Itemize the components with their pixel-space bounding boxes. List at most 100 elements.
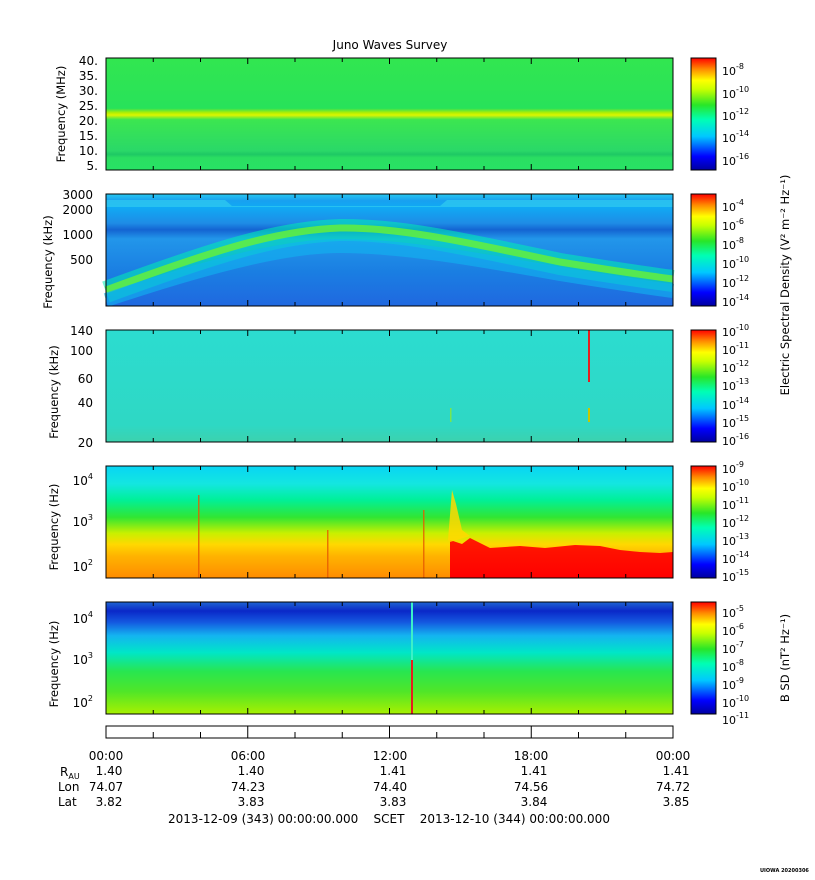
panel-5-ytick-label: 104 — [73, 610, 93, 626]
panel-3-spectrogram — [106, 330, 673, 442]
colorbar-tick: 10-10 — [722, 694, 749, 710]
ephemeris-value: 74.07 — [89, 780, 123, 794]
panel-1-ytick-label: 25. — [79, 99, 98, 113]
panel-5-ytick-label: 103 — [73, 651, 93, 667]
panel-4-colorbar: 10-9 10-10 10-11 10-12 10-13 10-14 10-15 — [690, 460, 749, 584]
ephemeris-value: 1.41 — [663, 764, 690, 778]
panel-3-ytick-label: 100 — [70, 344, 93, 358]
panel-1-ytick-label: 20. — [79, 114, 98, 128]
panel-3-spike — [588, 330, 590, 382]
scet-range-line: 2013-12-09 (343) 00:00:00.000 SCET 2013-… — [168, 812, 610, 826]
panel-2-arc-core — [104, 224, 674, 294]
panel-2-ytick-label: 3000 — [62, 188, 93, 202]
panel-5-ylabel: Frequency (Hz) — [47, 621, 61, 708]
panel-3-ytick-label: 60 — [78, 372, 93, 386]
panel-3-ytick-label: 40 — [78, 396, 93, 410]
colorbar-tick: 10-5 — [722, 604, 744, 620]
colorbar-tick: 10-10 — [722, 85, 749, 101]
panel-3-ytick-label: 20 — [78, 436, 93, 450]
colorbar-tick: 10-14 — [722, 129, 749, 145]
panel-2-arc-inner — [103, 238, 674, 307]
panel-1-ytick-label: 5. — [87, 159, 98, 173]
panel-3-ytick-label: 140 — [70, 324, 93, 338]
colorbar-tick: 10-6 — [722, 622, 744, 638]
colorbar-tick: 10-12 — [722, 274, 749, 290]
panel-5-spike-cyan — [411, 602, 413, 660]
ephemeris-value: 3.83 — [238, 795, 265, 809]
panel-4-yellow-plume — [448, 490, 470, 542]
panel-1-ytick-label: 35. — [79, 69, 98, 83]
colorbar-tick: 10-11 — [722, 496, 749, 512]
panel-1-hfr-high: 40. 35. 30. 25. 20. 15. 10. 5. Frequency… — [54, 54, 749, 173]
panel-5-magnetic: 104 103 102 Frequency (Hz) 10-5 10-6 10-… — [47, 601, 749, 727]
panel-1-ylabel: Frequency (MHz) — [54, 66, 68, 163]
panel-2-hfr-low: 3000 2000 1000 500 Frequency (kHz) 10-4 … — [41, 188, 749, 309]
colorbar-tick: 10-15 — [722, 414, 749, 430]
colorbar-tick: 10-13 — [722, 377, 749, 393]
colorbar-tick: 10-8 — [722, 62, 744, 78]
panel-4-ytick-label: 103 — [73, 513, 93, 529]
panel-2-ylabel: Frequency (kHz) — [41, 215, 55, 308]
colorbar-tick: 10-11 — [722, 341, 749, 357]
colorbar-tick: 10-9 — [722, 460, 744, 476]
time-tick-label: 12:00 — [373, 749, 408, 763]
ephemeris-value: 74.56 — [514, 780, 548, 794]
ephemeris-value: 1.41 — [380, 764, 407, 778]
panel-3-colorbar-scale — [690, 329, 717, 443]
time-tick-labels: 00:00 06:00 12:00 18:00 00:00 — [89, 749, 691, 763]
panel-2-yticks: 3000 2000 1000 500 — [62, 188, 93, 267]
colorbar-tick: 10-14 — [722, 293, 749, 309]
panel-3-spike — [450, 408, 452, 422]
panel-4-ylabel: Frequency (Hz) — [47, 484, 61, 571]
ephemeris-value: 74.72 — [656, 780, 690, 794]
panel-1-colorbar-scale — [690, 57, 717, 171]
panel-3-spike — [588, 408, 590, 422]
panel-2-colorbar-scale — [690, 193, 717, 307]
colorbar-tick: 10-16 — [722, 432, 749, 448]
panel-3-lfr-high: 140 100 60 40 20 Frequency (kHz) 10-10 1… — [47, 323, 749, 450]
colorbar-tick: 10-12 — [722, 359, 749, 375]
panel-3-yticks: 140 100 60 40 20 — [70, 324, 93, 450]
colorbar-tick: 10-7 — [722, 640, 744, 656]
panel-4-lfr-low: 104 103 102 Frequency (Hz) 10-9 10-10 10… — [47, 460, 749, 584]
colorbar-tick: 10-13 — [722, 532, 749, 548]
panel-5-spike-red — [411, 660, 413, 714]
colorbar-tick: 10-10 — [722, 323, 749, 339]
panel-1-ytick-label: 30. — [79, 84, 98, 98]
figure-title: Juno Waves Survey — [332, 38, 448, 52]
tick-marks — [105, 58, 674, 738]
panel-5-yticks: 104 103 102 — [73, 610, 93, 710]
ephemeris-value: 74.40 — [373, 780, 407, 794]
panel-1-yticks: 40. 35. 30. 25. 20. 15. 10. 5. — [79, 54, 98, 173]
colorbar-tick: 10-6 — [722, 217, 744, 233]
colorbar-tick: 10-14 — [722, 396, 749, 412]
colorbar-tick: 10-10 — [722, 255, 749, 271]
colorbar-tick: 10-4 — [722, 198, 744, 214]
time-tick-label: 06:00 — [231, 749, 266, 763]
electric-colorbar-label: Electric Spectral Density (V² m⁻² Hz⁻¹) — [778, 175, 792, 396]
panel-1-colorbar: 10-8 10-10 10-12 10-14 10-16 — [690, 57, 749, 171]
colorbar-tick: 10-12 — [722, 514, 749, 530]
ephemeris-value: 1.41 — [521, 764, 548, 778]
panel-2-lighter-band — [106, 200, 673, 207]
panel-4-spike — [327, 530, 329, 578]
panel-1-ytick-label: 15. — [79, 129, 98, 143]
colorbar-tick: 10-8 — [722, 236, 744, 252]
footer-stamp: UIOWA 20200306 — [760, 868, 809, 874]
colorbar-tick: 10-12 — [722, 107, 749, 123]
magnetic-colorbar-label: B SD (nT² Hz⁻¹) — [778, 614, 792, 702]
colorbar-tick: 10-10 — [722, 478, 749, 494]
ephemeris-label: Lat — [58, 795, 77, 809]
colorbar-tick: 10-14 — [722, 550, 749, 566]
panel-2-ytick-label: 500 — [70, 253, 93, 267]
ephemeris-label: Lon — [58, 780, 79, 794]
ephemeris-label-rau: RAU — [60, 765, 80, 781]
ephemeris-value: 1.40 — [96, 764, 123, 778]
panel-4-red-intensification — [450, 538, 673, 578]
panel-4-yticks: 104 103 102 — [73, 472, 93, 574]
ephemeris-value: 3.84 — [521, 795, 548, 809]
panel-3-colorbar: 10-10 10-11 10-12 10-13 10-14 10-15 10-1… — [690, 323, 749, 448]
colorbar-tick: 10-8 — [722, 658, 744, 674]
colorbar-tick: 10-16 — [722, 152, 749, 168]
